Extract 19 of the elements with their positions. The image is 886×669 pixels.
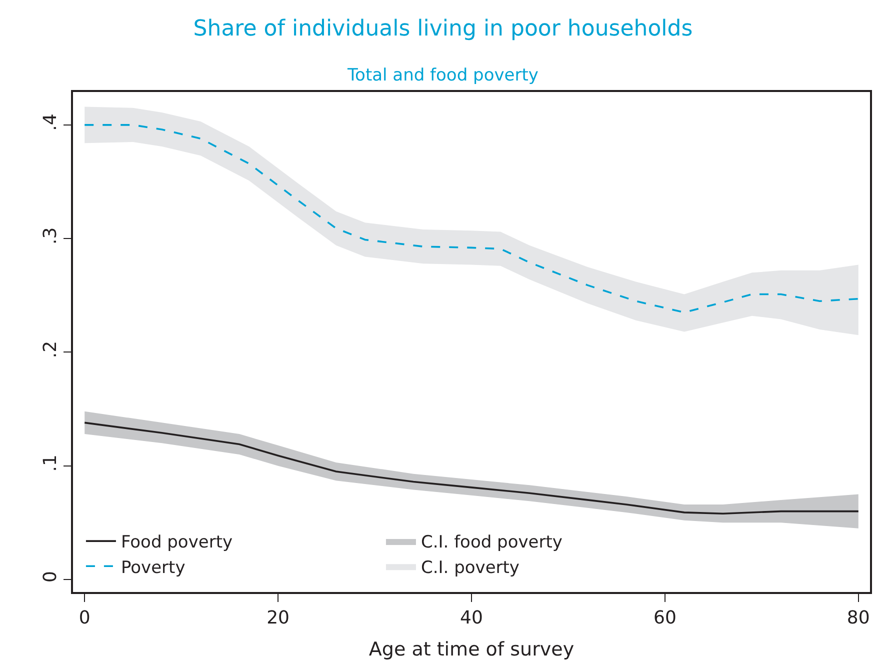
y-tick-label: .3 (40, 227, 62, 244)
x-tick-label: 20 (266, 607, 290, 628)
chart-subtitle: Total and food poverty (346, 66, 538, 86)
y-tick-label: 0 (40, 571, 62, 583)
legend-label: Poverty (120, 558, 186, 578)
legend-label: Food poverty (120, 532, 233, 553)
y-tick-label: .2 (40, 340, 62, 358)
x-tick-label: 80 (846, 607, 870, 628)
y-tick-label: .4 (40, 114, 62, 131)
x-axis-title: Age at time of survey (368, 638, 574, 661)
x-tick-label: 60 (653, 607, 676, 628)
x-tick-label: 40 (460, 607, 483, 628)
line-series (84, 124, 860, 314)
legend-label: C.I. food poverty (420, 532, 562, 553)
line-series (84, 422, 860, 514)
y-tick-label: .1 (40, 454, 62, 472)
x-tick-label: 0 (78, 607, 90, 628)
legend-label: C.I. poverty (420, 558, 520, 578)
chart-title: Share of individuals living in poor households (193, 16, 693, 42)
